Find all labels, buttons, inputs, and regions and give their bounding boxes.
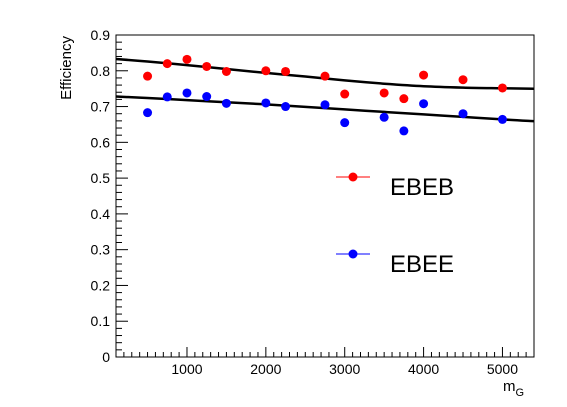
y-tick-label: 0.2 (91, 277, 111, 293)
data-point-ebeb (221, 66, 231, 76)
data-point-ebeb (379, 88, 389, 98)
axis-tick-labels: 0 0.1 0.2 0.3 0.4 0.5 0.6 0.7 0.8 0.9 1000 2000 3000… (91, 27, 519, 377)
data-point-ebeb (261, 66, 271, 76)
data-point-ebeb (340, 89, 350, 99)
y-tick-label: 0.9 (91, 27, 111, 43)
data-point-ebee (281, 102, 291, 112)
x-tick-label: 3000 (329, 361, 360, 377)
y-axis-title: Efficiency (58, 36, 75, 100)
y-tick-label: 0.1 (91, 313, 111, 329)
data-point-ebee (458, 109, 468, 119)
legend-marker-ebeb (348, 172, 358, 182)
fit-curves (115, 57, 535, 123)
axis-ticks (116, 34, 535, 358)
data-point-ebee (261, 98, 271, 108)
data-point-ebee (419, 99, 429, 109)
data-point-ebee (379, 112, 389, 122)
y-tick-label: 0.8 (91, 63, 111, 79)
data-point-ebeb (143, 71, 153, 81)
data-point-ebee (143, 108, 153, 118)
data-point-ebeb (419, 70, 429, 80)
x-tick-label: 4000 (408, 361, 439, 377)
y-tick-label: 0.6 (91, 134, 111, 150)
x-tick-label: 1000 (171, 361, 202, 377)
data-point-ebeb (162, 59, 172, 69)
plot-frame (115, 34, 535, 358)
data-point-ebeb (202, 61, 212, 71)
y-tick-label: 0.4 (91, 206, 111, 222)
data-point-ebee (340, 118, 350, 128)
data-point-ebee (182, 88, 192, 98)
data-point-ebee (202, 92, 212, 102)
data-point-ebee (221, 98, 231, 108)
legend-marker-ebee (348, 249, 358, 259)
data-point-ebee (162, 92, 172, 102)
data-point-ebeb (458, 75, 468, 85)
legend-label-ebeb: EBEB (390, 174, 454, 201)
legend: EBEB EBEE (336, 172, 454, 278)
legend-entry-ebeb: EBEB (336, 172, 454, 201)
x-axis-title-subscript: G (515, 387, 524, 399)
y-tick-label: 0.7 (91, 99, 111, 115)
legend-label-ebee: EBEE (390, 251, 454, 278)
data-point-ebee (320, 100, 330, 110)
data-point-ebeb (281, 66, 291, 76)
data-point-ebee (497, 114, 507, 124)
data-point-ebeb (399, 94, 409, 104)
legend-entry-ebee: EBEE (336, 249, 454, 278)
x-tick-label: 5000 (487, 361, 518, 377)
data-points (143, 54, 507, 136)
data-point-ebee (399, 126, 409, 136)
x-axis-title-main: m (503, 378, 516, 395)
data-point-ebeb (182, 54, 192, 64)
y-tick-label: 0 (102, 349, 110, 365)
x-axis-title: mG (503, 378, 524, 399)
data-point-ebeb (497, 83, 507, 93)
data-point-ebeb (320, 71, 330, 81)
y-tick-label: 0.3 (91, 242, 111, 258)
y-tick-label: 0.5 (91, 170, 111, 186)
x-tick-label: 2000 (250, 361, 281, 377)
